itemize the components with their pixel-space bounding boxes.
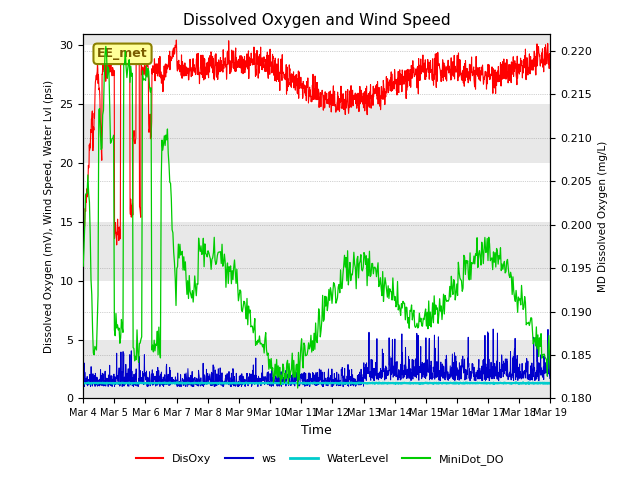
Bar — [83, 0, 550, 46]
Y-axis label: Dissolved Oxygen (mV), Wind Speed, Water Lvl (psi): Dissolved Oxygen (mV), Wind Speed, Water… — [44, 79, 54, 353]
X-axis label: Time: Time — [301, 424, 332, 437]
Bar — [83, 281, 550, 339]
Y-axis label: MD Dissolved Oxygen (mg/L): MD Dissolved Oxygen (mg/L) — [598, 140, 607, 292]
Text: EE_met: EE_met — [97, 48, 148, 60]
Title: Dissolved Oxygen and Wind Speed: Dissolved Oxygen and Wind Speed — [183, 13, 451, 28]
Bar — [83, 222, 550, 281]
Bar — [83, 104, 550, 163]
Bar — [83, 163, 550, 222]
Bar — [83, 46, 550, 104]
Legend: DisOxy, ws, WaterLevel, MiniDot_DO: DisOxy, ws, WaterLevel, MiniDot_DO — [131, 450, 509, 469]
Bar — [83, 339, 550, 398]
